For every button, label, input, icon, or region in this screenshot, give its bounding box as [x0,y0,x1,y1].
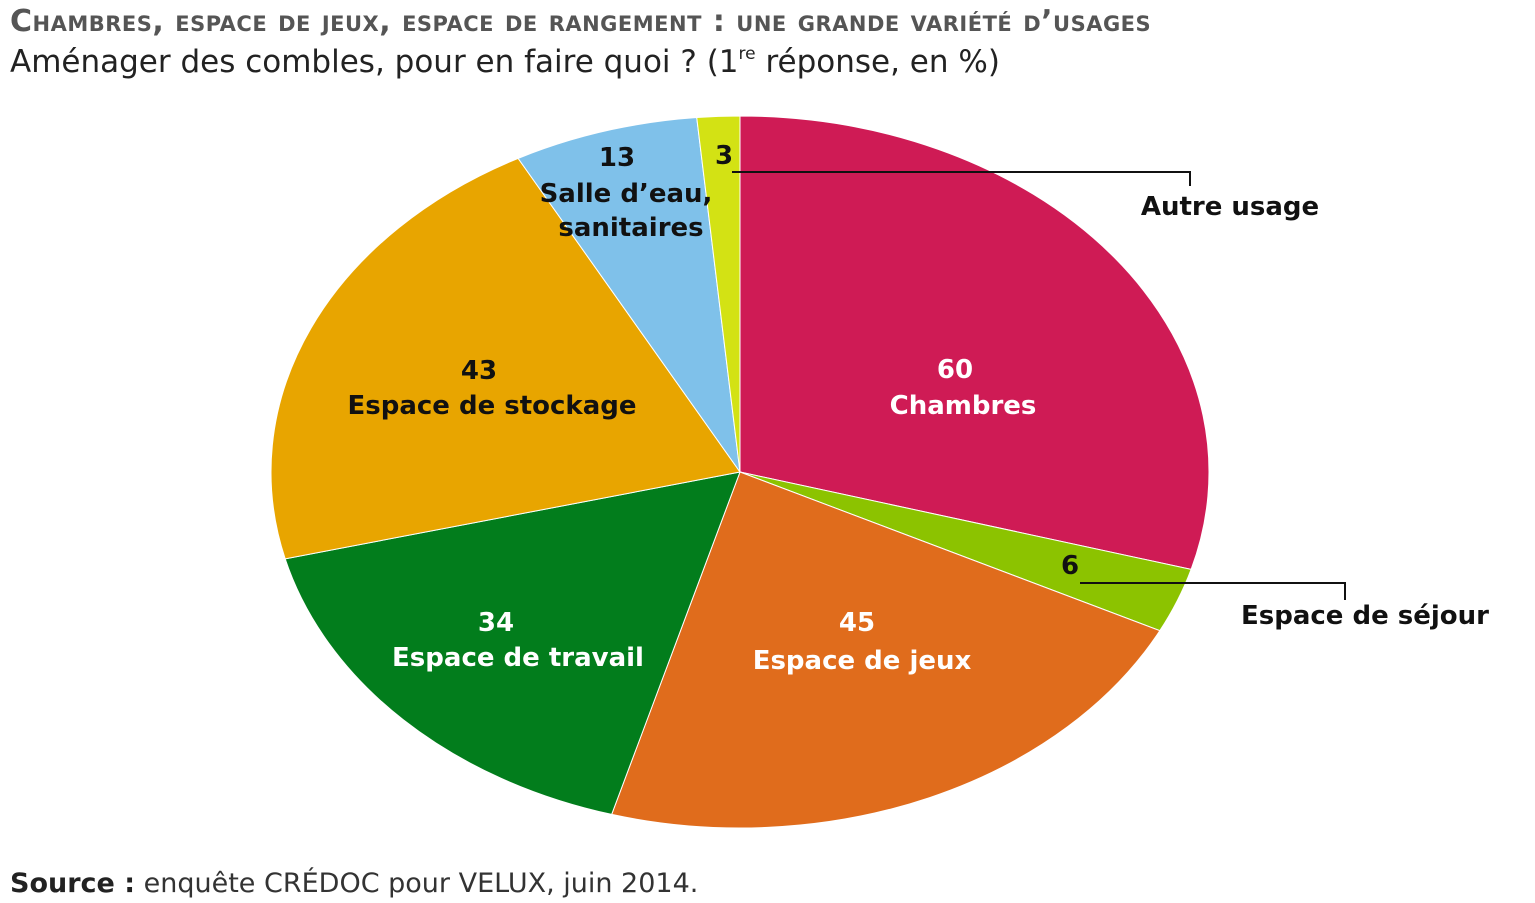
source-text: enquête CRÉDOC pour VELUX, juin 2014. [135,868,699,899]
pie-slice-espace-de-stockage [270,157,741,560]
pie-slice-chambres [739,115,1210,571]
data-label-category-autre-usage: Autre usage [1141,192,1319,222]
pie-slices [270,115,1210,829]
pie-slice-espace-de-travail [284,471,741,815]
chart-subtitle: Aménager des combles, pour en faire quoi… [10,44,1000,80]
data-label-value-chambres: 60 [937,355,973,385]
data-label-value-espace-de-sejour: 6 [1061,551,1079,581]
pie-slice-salle-d-eau-sanitaires [517,116,741,473]
data-label-value-salle-d-eau-sanitaires: 13 [599,143,635,173]
data-label-value-espace-de-stockage: 43 [461,356,497,386]
subtitle-text-end: réponse, en %) [755,44,1000,80]
chart-title: Chambres, espace de jeux, espace de rang… [10,4,1152,39]
data-label-category-chambres: Chambres [890,391,1037,421]
pie-slice-autre-usage [696,115,741,473]
data-label-category-salle-d-eau-sanitaires-line2: sanitaires [558,213,703,243]
source-note: Source : enquête CRÉDOC pour VELUX, juin… [10,868,698,899]
data-label-category-salle-d-eau-sanitaires-line1: Salle d’eau, [540,179,713,209]
pie-leader-lines [732,171,1346,600]
data-label-value-espace-de-jeux: 45 [839,608,875,638]
subtitle-superscript: re [738,44,756,64]
subtitle-text-start: Aménager des combles, pour en faire quoi… [10,44,739,80]
pie-slice-espace-de-jeux [610,471,1161,829]
data-label-value-espace-de-travail: 34 [478,608,514,638]
source-label: Source : [10,868,136,899]
data-label-category-espace-de-sejour: Espace de séjour [1241,601,1489,631]
data-label-value-autre-usage: 3 [715,141,733,171]
data-label-category-espace-de-jeux: Espace de jeux [753,646,972,676]
data-label-category-espace-de-stockage: Espace de stockage [347,391,636,421]
data-label-category-espace-de-travail: Espace de travail [392,643,644,673]
pie-labels: 60 Chambres 6 Espace de séjour 45 Espace de j… [347,141,1489,676]
leader-line-espace-de-sejour [1080,582,1346,600]
leader-line-autre-usage [732,171,1191,186]
